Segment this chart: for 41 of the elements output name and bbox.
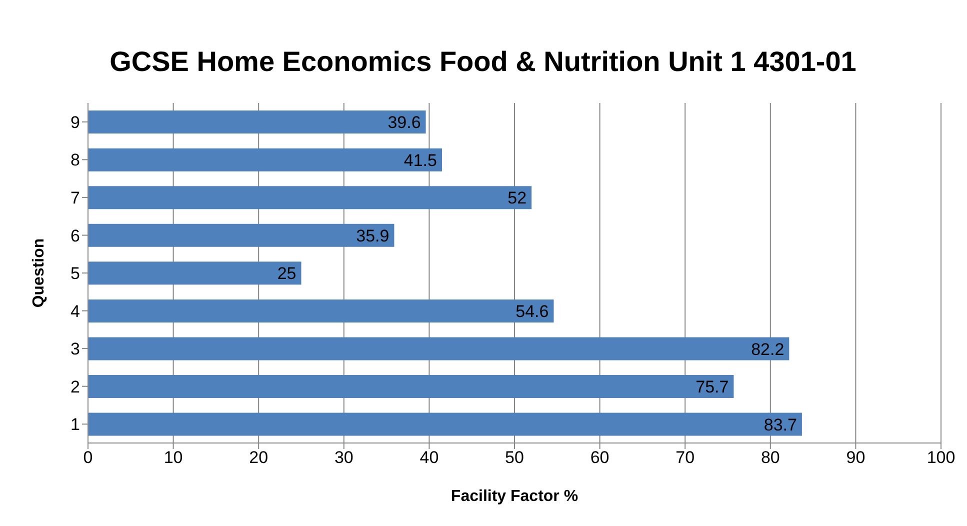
y-tick-label: 5 (70, 264, 80, 284)
x-tick-label: 10 (164, 448, 183, 468)
bar (88, 337, 790, 360)
x-tick-label: 100 (926, 448, 956, 468)
data-label: 25 (277, 264, 296, 284)
data-label: 83.7 (764, 415, 797, 434)
y-tick-label: 4 (70, 302, 80, 321)
x-tick-label: 0 (83, 448, 93, 468)
y-tick-label: 1 (70, 415, 80, 434)
x-tick-label: 70 (676, 448, 695, 468)
y-tick-label: 3 (70, 340, 80, 359)
y-axis-title: Question (30, 238, 48, 308)
data-label: 41.5 (404, 150, 437, 170)
y-tick-label: 7 (70, 188, 80, 208)
bar (88, 412, 802, 436)
y-tick-label: 9 (70, 112, 80, 132)
data-label: 75.7 (696, 378, 729, 397)
y-tick-label: 6 (70, 226, 80, 246)
y-tick-label: 2 (70, 377, 80, 396)
bar (88, 262, 302, 285)
x-tick-label: 90 (846, 448, 866, 468)
data-label: 82.2 (751, 340, 784, 359)
data-label: 54.6 (516, 302, 549, 321)
data-label: 35.9 (356, 226, 390, 246)
bar (88, 375, 734, 398)
bar (88, 148, 442, 172)
x-tick-label: 20 (249, 448, 268, 468)
bar (88, 186, 532, 210)
x-tick-label: 30 (334, 448, 354, 468)
x-axis-title: Facility Factor % (450, 488, 578, 505)
chart-title: GCSE Home Economics Food & Nutrition Unit 1 4301-01 (108, 46, 858, 78)
data-label: 52 (508, 188, 527, 208)
x-tick-label: 40 (420, 448, 439, 468)
bar (88, 110, 426, 134)
y-tick-label: 8 (70, 150, 80, 170)
x-tick-label: 80 (760, 448, 780, 468)
bar (88, 299, 554, 322)
x-tick-label: 50 (505, 448, 524, 468)
data-label: 39.6 (388, 113, 421, 132)
x-tick-label: 60 (590, 448, 610, 468)
bar (88, 224, 394, 247)
